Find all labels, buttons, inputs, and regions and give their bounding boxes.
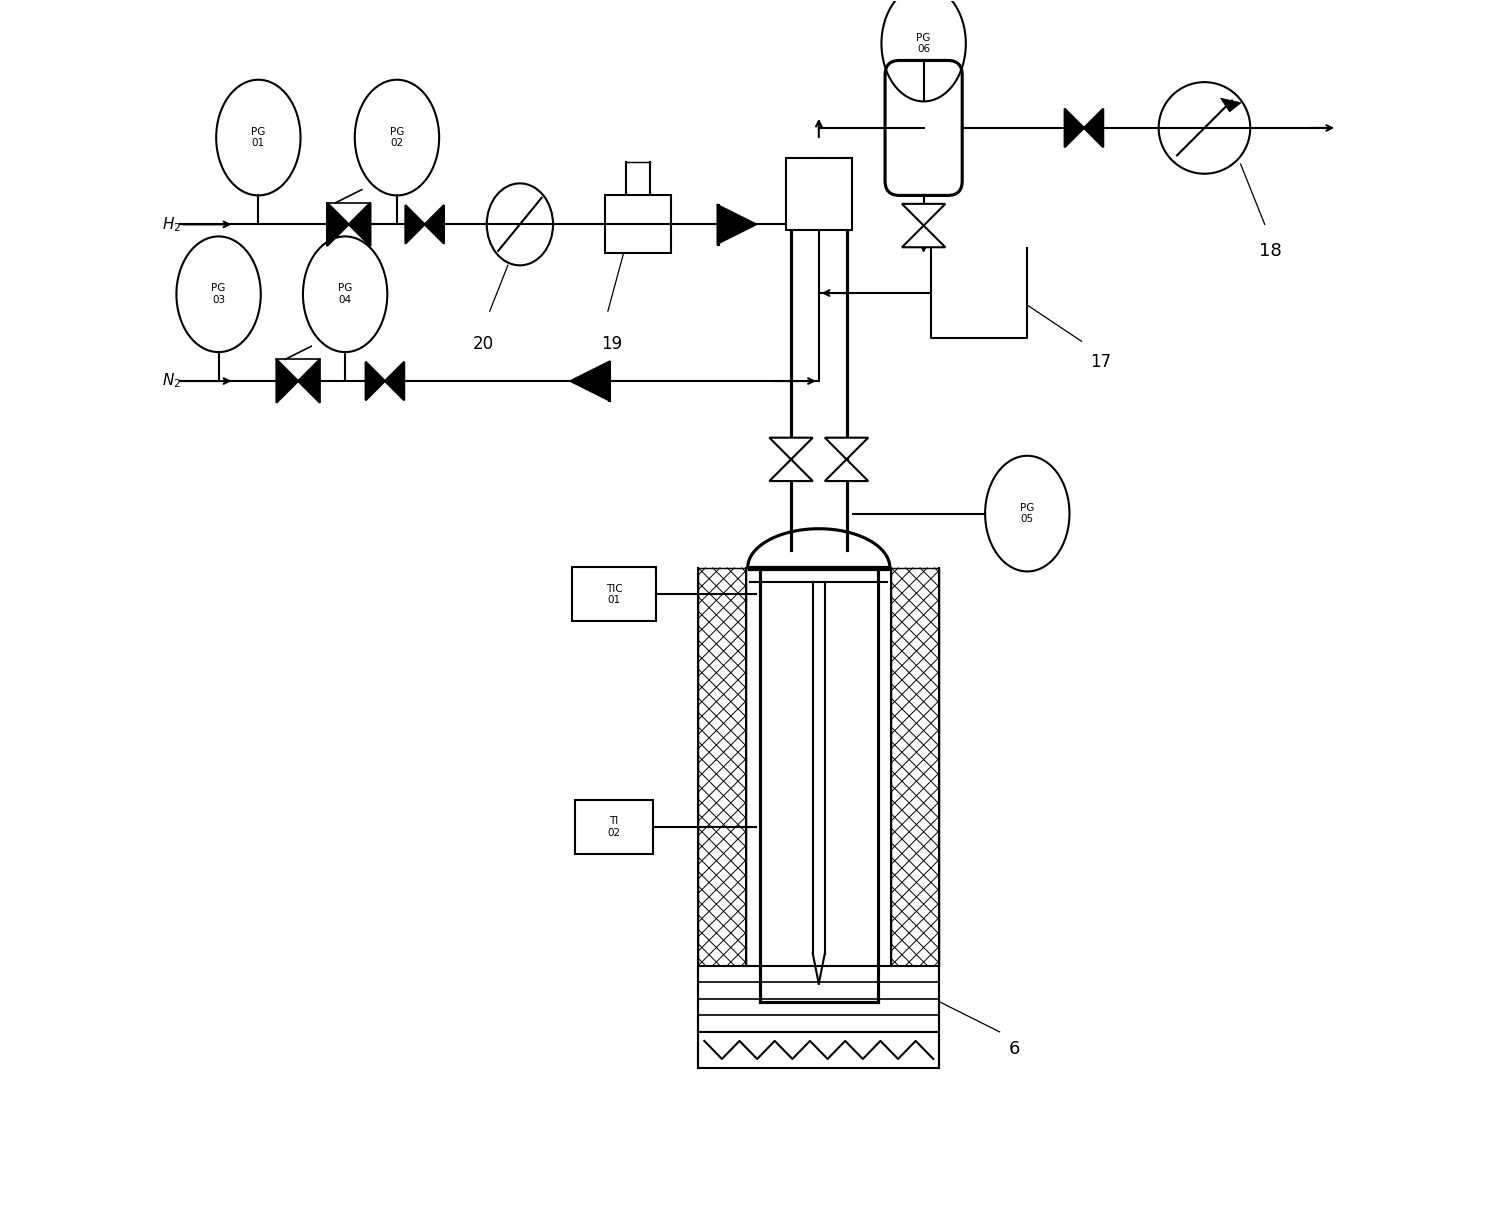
- Text: PG
05: PG 05: [1020, 503, 1034, 524]
- Polygon shape: [424, 205, 444, 244]
- Polygon shape: [901, 204, 945, 226]
- Polygon shape: [769, 459, 813, 481]
- Polygon shape: [327, 203, 349, 246]
- Text: 18: 18: [1260, 243, 1282, 261]
- Polygon shape: [825, 459, 868, 481]
- Polygon shape: [366, 361, 385, 400]
- Text: PG
01: PG 01: [251, 127, 265, 149]
- Polygon shape: [769, 437, 813, 459]
- Text: 17: 17: [1090, 353, 1111, 371]
- Text: 6: 6: [1010, 1040, 1020, 1058]
- Text: 20: 20: [473, 336, 494, 353]
- Text: $N_2$: $N_2$: [163, 372, 181, 390]
- Text: TI
02: TI 02: [608, 817, 620, 838]
- Polygon shape: [718, 205, 756, 244]
- Text: $H_2$: $H_2$: [163, 215, 181, 233]
- Polygon shape: [1221, 98, 1242, 112]
- Polygon shape: [1064, 109, 1084, 147]
- Text: PG
04: PG 04: [339, 284, 352, 306]
- Polygon shape: [298, 359, 321, 402]
- Polygon shape: [349, 203, 370, 246]
- Polygon shape: [277, 359, 298, 402]
- Polygon shape: [570, 361, 610, 400]
- Bar: [698, 965, 939, 1032]
- Polygon shape: [901, 226, 945, 248]
- Bar: [698, 1032, 939, 1068]
- Bar: [575, 800, 653, 854]
- Text: PG
06: PG 06: [917, 33, 930, 54]
- Bar: [605, 196, 671, 254]
- Text: PG
02: PG 02: [390, 127, 405, 149]
- Polygon shape: [385, 361, 405, 400]
- Polygon shape: [405, 205, 424, 244]
- Text: 19: 19: [600, 336, 622, 353]
- Text: PG
03: PG 03: [211, 284, 226, 306]
- Polygon shape: [825, 437, 868, 459]
- Polygon shape: [1084, 109, 1103, 147]
- Bar: [572, 568, 656, 621]
- Bar: [786, 158, 852, 231]
- Text: TIC
01: TIC 01: [605, 583, 622, 605]
